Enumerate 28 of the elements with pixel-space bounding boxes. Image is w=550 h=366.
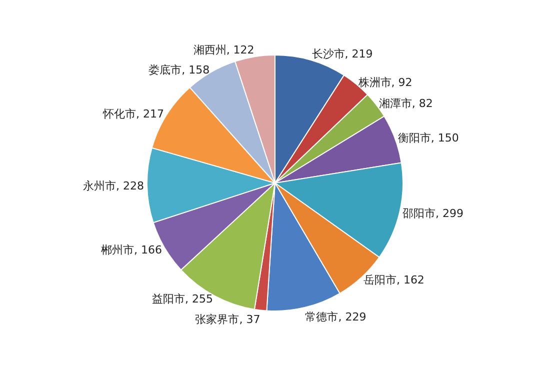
slice-label: 邵阳市 (402, 206, 436, 220)
slice-label: 湘西州 (193, 44, 226, 57)
data-label: , 219 (344, 47, 373, 60)
data-label: , 166 (134, 243, 162, 256)
data-label: , 217 (136, 107, 164, 120)
data-label: , 92 (391, 76, 412, 89)
slice-label: 张家界市 (195, 313, 240, 326)
data-label: , 229 (338, 310, 366, 324)
slice-label: 岳阳市 (363, 274, 396, 287)
slice-label: 湘潭市 (378, 97, 412, 110)
slice-label: 郴州市 (101, 243, 134, 256)
data-label: , 299 (436, 206, 464, 220)
slice-label: 长沙市 (312, 47, 345, 60)
data-label: , 158 (182, 63, 210, 76)
slice-label: 株洲市 (357, 76, 392, 89)
slice-label: 益阳市 (152, 292, 186, 306)
slice-label: 怀化市 (102, 107, 136, 120)
data-label: , 255 (185, 292, 214, 306)
data-label: , 228 (116, 179, 144, 192)
slice-label: 娄底市 (148, 63, 182, 76)
data-label: , 122 (226, 44, 254, 57)
data-label: , 82 (412, 97, 433, 110)
slice-label: 衡阳市 (398, 132, 431, 145)
data-label: , 162 (396, 274, 424, 287)
data-label: , 150 (430, 132, 459, 145)
slice-label: 永州市 (83, 179, 116, 192)
data-label: , 37 (239, 313, 260, 326)
slice-label: 常德市 (305, 310, 338, 324)
